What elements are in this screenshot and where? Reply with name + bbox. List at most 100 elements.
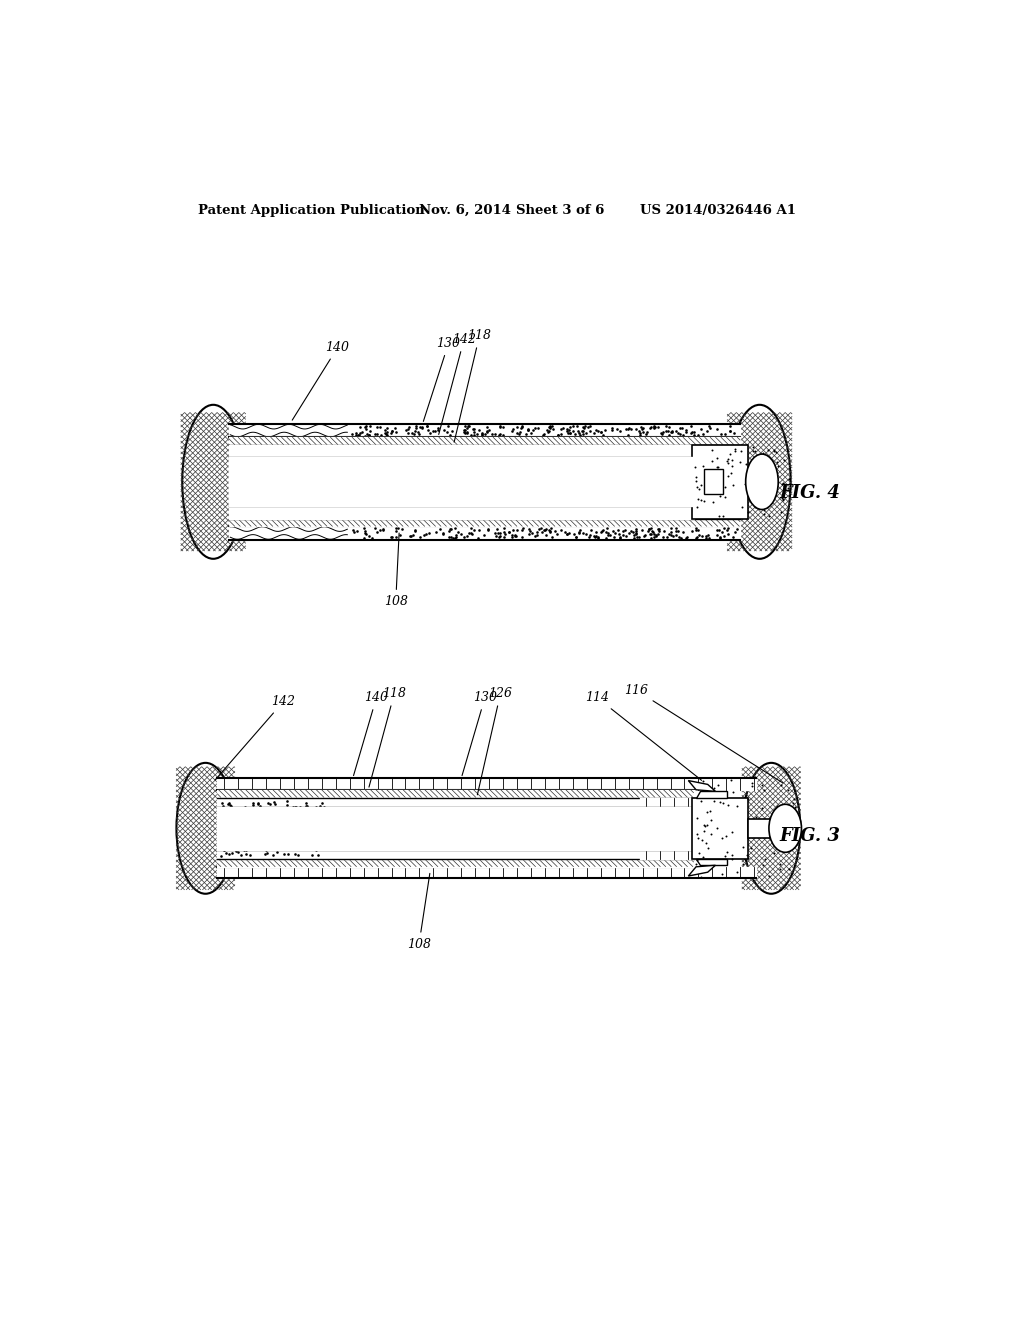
Point (670, 520, 686, 541)
Point (464, 523, 480, 544)
Point (698, 525, 715, 546)
Point (310, 833, 327, 854)
Bar (703, 470, 723, 494)
Point (784, 792, 801, 813)
Point (361, 421, 378, 442)
Point (272, 804, 289, 825)
Point (671, 527, 687, 548)
Point (774, 490, 791, 511)
Point (754, 462, 770, 483)
Point (638, 424, 654, 445)
Point (719, 519, 735, 540)
Point (388, 525, 404, 546)
Point (559, 418, 575, 440)
Point (712, 792, 728, 813)
Point (508, 525, 524, 546)
Point (302, 799, 318, 820)
Point (233, 832, 250, 853)
Point (312, 829, 329, 850)
Point (275, 824, 292, 845)
Point (688, 527, 705, 548)
Point (550, 424, 566, 445)
Point (501, 521, 517, 543)
Point (683, 416, 699, 437)
Point (505, 418, 521, 440)
Point (647, 524, 664, 545)
Point (227, 817, 244, 838)
Point (504, 527, 520, 548)
Point (313, 826, 330, 847)
Point (288, 796, 304, 817)
Point (593, 521, 609, 543)
Point (712, 528, 728, 549)
Text: 130: 130 (423, 337, 461, 421)
Point (634, 520, 650, 541)
Point (512, 422, 528, 444)
Point (465, 418, 481, 440)
Point (572, 519, 589, 540)
Point (588, 521, 604, 543)
Point (490, 424, 507, 445)
Point (236, 799, 252, 820)
Point (590, 527, 606, 548)
Point (298, 834, 314, 855)
Point (779, 478, 796, 499)
Point (541, 416, 557, 437)
Point (579, 524, 595, 545)
Point (637, 524, 653, 545)
Point (748, 496, 764, 517)
Point (633, 416, 649, 437)
Point (726, 521, 742, 543)
Point (290, 804, 306, 825)
Point (560, 523, 577, 544)
Point (780, 824, 797, 845)
Point (761, 471, 777, 492)
Point (303, 818, 319, 840)
Point (288, 797, 304, 818)
Point (724, 450, 740, 471)
Point (720, 524, 736, 545)
Point (723, 770, 739, 791)
Point (257, 804, 273, 825)
Point (701, 527, 718, 548)
Point (767, 441, 783, 462)
Point (689, 496, 706, 517)
Point (474, 425, 490, 446)
Point (403, 525, 420, 546)
Point (459, 421, 475, 442)
Point (223, 813, 240, 834)
Point (520, 523, 537, 544)
Point (249, 799, 265, 820)
Point (628, 418, 644, 440)
Bar (692, 797, 748, 859)
Point (460, 416, 476, 437)
Point (436, 420, 453, 441)
Point (239, 808, 255, 829)
Point (574, 417, 591, 438)
Point (688, 824, 705, 845)
Point (234, 803, 251, 824)
Point (748, 441, 764, 462)
Point (306, 804, 323, 825)
Point (536, 424, 552, 445)
Point (697, 527, 714, 548)
Point (660, 416, 677, 437)
Point (214, 793, 230, 814)
Point (590, 421, 606, 442)
Point (214, 800, 230, 821)
Point (714, 521, 730, 543)
Point (428, 521, 444, 543)
Point (711, 506, 727, 527)
Point (384, 527, 400, 548)
Point (650, 520, 667, 541)
Point (422, 422, 438, 444)
Point (595, 520, 611, 541)
Point (450, 521, 466, 543)
Point (213, 832, 229, 853)
Point (545, 418, 561, 440)
Point (639, 421, 655, 442)
Point (715, 792, 731, 813)
Point (378, 424, 394, 445)
Point (678, 528, 694, 549)
Point (238, 821, 254, 842)
